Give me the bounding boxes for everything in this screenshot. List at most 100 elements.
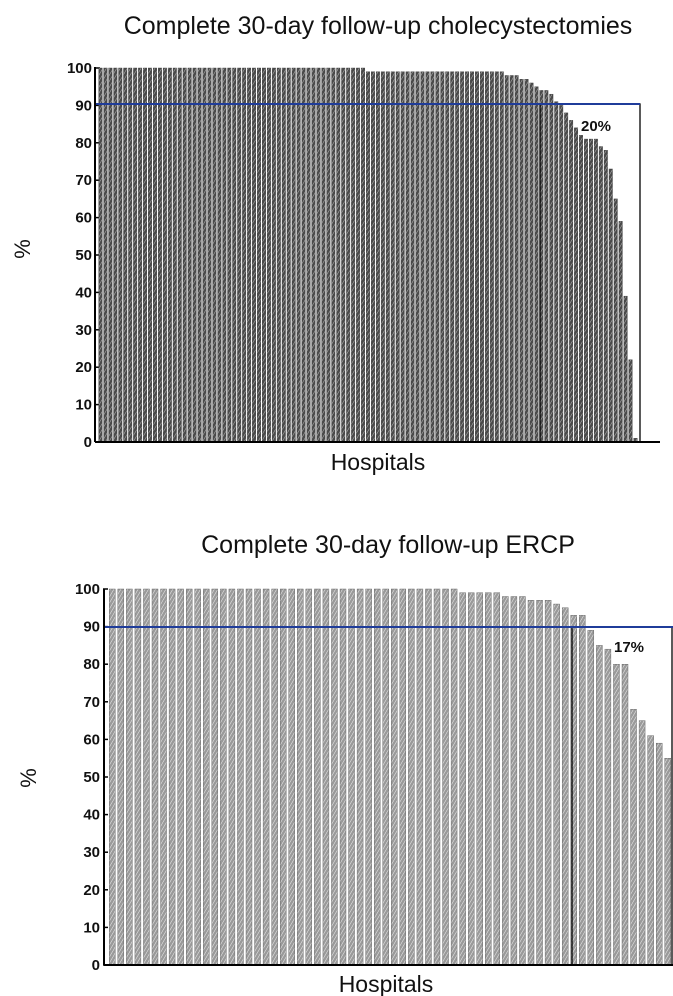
bar (655, 742, 663, 966)
bar (128, 67, 133, 443)
bar (589, 138, 593, 443)
bar (450, 71, 455, 443)
y-tick-label: 10 (75, 397, 92, 414)
bar (399, 588, 407, 966)
bar (613, 198, 618, 443)
y-tick-label: 0 (92, 957, 100, 974)
bar (587, 630, 595, 966)
bar (192, 67, 197, 443)
bar (382, 588, 389, 966)
bar (346, 67, 351, 443)
bar (475, 71, 479, 443)
bar (647, 735, 654, 966)
bar (442, 588, 449, 966)
bar (202, 67, 207, 443)
bar (254, 588, 261, 966)
chart-title: Complete 30-day follow-up cholecystectom… (124, 12, 633, 40)
bar (197, 67, 202, 443)
bar (455, 71, 460, 443)
y-tick-label: 100 (75, 581, 100, 598)
bar (425, 588, 432, 966)
bar (420, 71, 425, 443)
y-axis-label: % (10, 239, 35, 259)
bar (664, 758, 671, 966)
bar (331, 67, 336, 443)
bar (168, 588, 176, 966)
x-axis-label: Hospitals (339, 971, 434, 996)
bars (109, 588, 671, 966)
bar (608, 168, 613, 443)
bar (613, 664, 620, 966)
bar (574, 127, 579, 443)
bar (485, 592, 492, 966)
bar (245, 588, 253, 966)
bar (160, 588, 167, 966)
bar (262, 588, 270, 966)
bar (459, 592, 466, 966)
bar (549, 93, 554, 443)
bar (167, 67, 172, 443)
bar (153, 67, 157, 443)
bar (113, 67, 118, 443)
bar (618, 221, 623, 443)
bar (489, 71, 494, 443)
bar (103, 67, 108, 443)
bars (98, 67, 638, 443)
bar (117, 588, 125, 966)
annotation-label: 17% (614, 639, 644, 656)
chart-ercp: Complete 30-day follow-up ERCP % Hospita… (16, 531, 673, 996)
bar (252, 67, 256, 443)
bar (276, 67, 281, 443)
y-axis-label: % (16, 768, 41, 788)
bar (433, 588, 441, 966)
y-tick-label: 20 (83, 882, 100, 899)
bar (405, 71, 410, 443)
bar (596, 645, 603, 966)
bar (157, 67, 162, 443)
bar (322, 588, 330, 966)
bar (351, 67, 356, 443)
bar (366, 71, 370, 443)
bar (326, 67, 331, 443)
bar (228, 588, 236, 966)
bar (356, 67, 361, 443)
bar (339, 588, 347, 966)
bar (203, 588, 210, 966)
bar (509, 75, 514, 443)
bar (371, 71, 375, 443)
bar (123, 67, 128, 443)
bar (519, 596, 526, 966)
bar (341, 67, 346, 443)
bar (257, 67, 261, 443)
bar (604, 648, 612, 966)
bar (638, 720, 646, 966)
bar (118, 67, 123, 443)
bar (316, 67, 321, 443)
bar (504, 75, 509, 443)
bar (569, 120, 574, 443)
bar (598, 146, 603, 443)
bar (305, 588, 313, 966)
bar (217, 67, 222, 443)
bar (279, 588, 287, 966)
bar (207, 67, 212, 443)
y-tick-label: 70 (83, 694, 100, 711)
bar (390, 71, 395, 443)
bar (177, 588, 184, 966)
chart-title: Complete 30-day follow-up ERCP (201, 531, 575, 559)
bar (126, 588, 133, 966)
bar (534, 86, 539, 443)
bar (348, 588, 355, 966)
y-tick-label: 50 (75, 247, 92, 264)
y-tick-label: 20 (75, 359, 92, 376)
bar (484, 71, 489, 443)
bar (288, 588, 295, 966)
y-tick-label: 60 (83, 731, 100, 748)
bar (621, 664, 629, 966)
bar (544, 90, 549, 443)
bar (494, 71, 499, 443)
bar (476, 592, 483, 966)
chart-cholecystectomies: Complete 30-day follow-up cholecystectom… (10, 12, 660, 475)
bar (151, 588, 159, 966)
